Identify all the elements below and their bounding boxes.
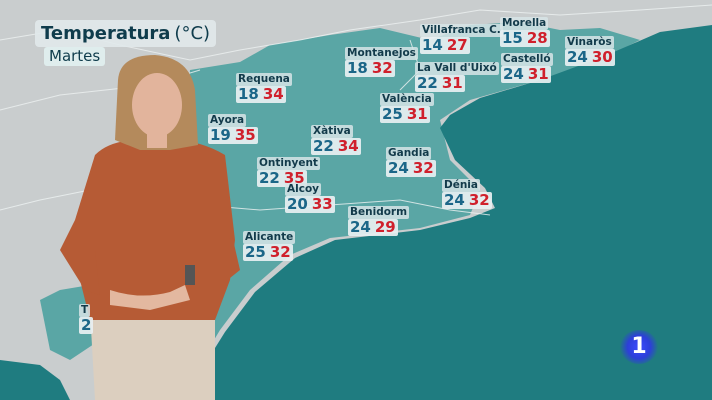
city-label: Xàtiva 22 34 <box>311 119 361 155</box>
city-name: Vinaròs <box>565 36 614 49</box>
city-name: Villafranca C. <box>420 24 503 37</box>
min-temp: 24 <box>567 48 588 66</box>
city-label: Alicante 25 32 <box>243 225 296 261</box>
max-temp: 30 <box>591 48 613 66</box>
max-temp: 32 <box>269 243 291 261</box>
max-temp: 31 <box>441 74 463 92</box>
city-name: Montanejos <box>345 47 418 60</box>
max-temp: 34 <box>262 85 284 103</box>
map-title: Temperatura <box>41 23 171 44</box>
max-temp: 34 <box>337 137 359 155</box>
min-temp: 22 <box>313 137 334 155</box>
city-name: Requena <box>236 73 292 86</box>
title-box: Temperatura (°C) <box>35 20 217 47</box>
city-name: Dénia <box>442 179 480 192</box>
min-temp: 24 <box>444 191 465 209</box>
city-label: Vinaròs 24 30 <box>565 30 615 66</box>
min-temp: 24 <box>350 218 371 236</box>
max-temp: 28 <box>526 29 548 47</box>
max-temp: 32 <box>468 191 490 209</box>
city-label: València 25 31 <box>380 87 434 123</box>
city-label: Montanejos 18 32 <box>345 41 418 77</box>
max-temp: 29 <box>374 218 396 236</box>
sea <box>185 25 712 400</box>
city-name: Alicante <box>243 231 296 244</box>
city-name: Benidorm <box>348 206 410 219</box>
city-name: Ayora <box>208 114 247 127</box>
city-name: Gandia <box>386 147 432 160</box>
min-temp: 25 <box>382 105 403 123</box>
day-label: Martes <box>44 47 106 66</box>
max-temp: 33 <box>311 195 333 213</box>
city-label: Requena 18 34 <box>236 67 292 103</box>
city-name: València <box>380 93 434 106</box>
min-temp: 24 <box>388 159 409 177</box>
max-temp: 31 <box>527 65 549 83</box>
min-temp: 15 <box>502 29 523 47</box>
channel-logo: 1 <box>620 330 658 364</box>
city-label: Ontinyent 22 35 <box>257 151 320 187</box>
city-label: Dénia 24 32 <box>442 173 492 209</box>
max-temp: 27 <box>446 36 468 54</box>
city-name: Castelló <box>501 53 553 66</box>
max-temp: 32 <box>412 159 434 177</box>
min-temp: 24 <box>503 65 524 83</box>
city-name: Xàtiva <box>311 125 353 138</box>
city-name: Ontinyent <box>257 157 320 170</box>
sea-west <box>0 360 70 400</box>
city-label: Ayora 19 35 <box>208 108 258 144</box>
max-temp: 32 <box>371 59 393 77</box>
city-name: La Vall d'Uixó <box>415 62 499 75</box>
min-temp: 18 <box>238 85 259 103</box>
unit-label: (°C) <box>174 23 211 44</box>
min-temp: 2 <box>81 316 92 334</box>
max-temp: 31 <box>406 105 428 123</box>
city-name: Morella <box>500 17 549 30</box>
min-temp: 20 <box>287 195 308 213</box>
city-label: La Vall d'Uixó 22 31 <box>415 56 499 92</box>
city-label: Benidorm 24 29 <box>348 200 410 236</box>
city-name: Alcoy <box>285 183 322 196</box>
max-temp: 35 <box>283 169 305 187</box>
min-temp: 22 <box>259 169 280 187</box>
city-label: Alcoy 20 33 <box>285 177 335 213</box>
city-label: Castelló 24 31 <box>501 47 553 83</box>
min-temp: 25 <box>245 243 266 261</box>
max-temp: 35 <box>234 126 256 144</box>
city-name: T <box>79 304 91 317</box>
min-temp: 19 <box>210 126 231 144</box>
min-temp: 22 <box>417 74 438 92</box>
min-temp: 18 <box>347 59 368 77</box>
city-label: Villafranca C. 14 27 <box>420 18 503 54</box>
min-temp: 14 <box>422 36 443 54</box>
city-label: Gandia 24 32 <box>386 141 436 177</box>
city-label: Morella 15 28 <box>500 11 550 47</box>
